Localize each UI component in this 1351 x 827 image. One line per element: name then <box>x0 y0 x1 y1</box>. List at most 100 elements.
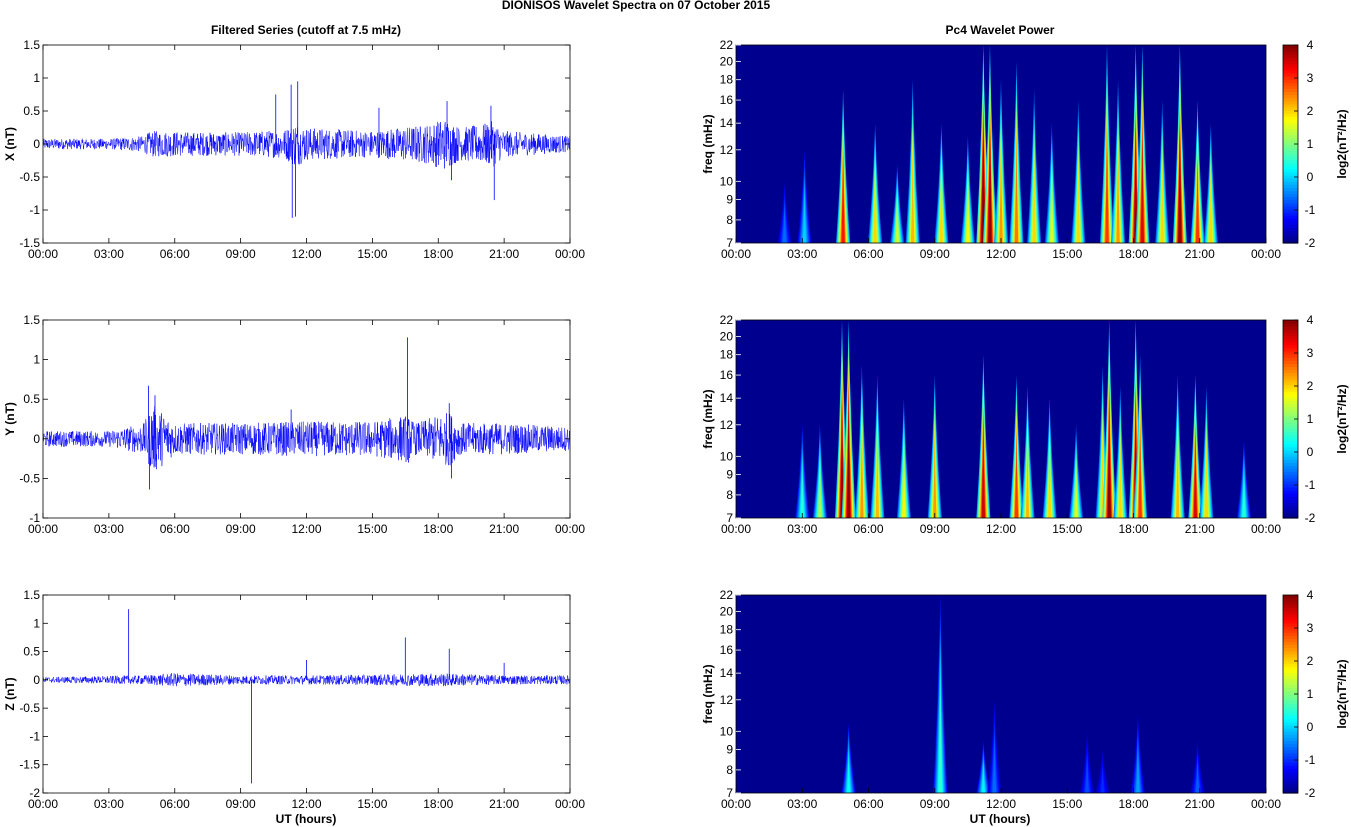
colorbar-segment <box>1283 137 1298 142</box>
x-tick-label: 03:00 <box>787 247 817 261</box>
x-tick-label: 00:00 <box>721 522 751 536</box>
power-burst <box>1138 420 1142 518</box>
colorbar-segment <box>1283 425 1298 429</box>
colorbar-segment <box>1283 768 1298 772</box>
colorbar-segment <box>1283 453 1298 457</box>
y-tick-label: 12 <box>720 143 734 157</box>
colorbar-segment <box>1283 731 1298 735</box>
colorbar-segment <box>1283 144 1298 148</box>
y-tick-label: 1.5 <box>23 588 40 602</box>
y-tick-label: 0 <box>33 673 40 687</box>
y-tick-label: 1 <box>33 616 40 630</box>
timeseries-panel-x: 00:00 03:00 06:00 09:00 12:00 15:00 18:00 21:00… <box>3 38 585 261</box>
colorbar-segment <box>1283 147 1298 151</box>
power-burst <box>1193 432 1198 518</box>
colorbar-segment <box>1283 181 1298 185</box>
colorbar-segment <box>1283 397 1298 402</box>
y-tick-label: 18 <box>720 623 734 637</box>
colorbar-tick-label: 1 <box>1307 412 1314 426</box>
colorbar-segment <box>1283 335 1298 340</box>
colorbar-segment <box>1283 388 1298 392</box>
colorbar-segment <box>1283 499 1298 504</box>
y-tick-label: 20 <box>720 329 734 343</box>
colorbar-segment <box>1283 428 1298 432</box>
colorbar-segment <box>1283 644 1298 649</box>
power-burst <box>1050 171 1054 243</box>
colorbar-segment <box>1283 434 1298 439</box>
x-tick-label: 18:00 <box>1118 247 1148 261</box>
heatmap-background <box>736 320 1266 518</box>
colorbar: 4 3 2 1 0 -1 -2 log2(nT²/Hz) <box>1282 588 1349 800</box>
colorbar-segment <box>1283 437 1298 442</box>
y-tick-label: 22 <box>720 588 734 602</box>
heatmap-background <box>736 595 1266 793</box>
colorbar-segment <box>1283 162 1298 167</box>
colorbar-segment <box>1283 604 1298 608</box>
colorbar-segment <box>1283 190 1298 195</box>
colorbar-segment <box>1283 122 1298 127</box>
colorbar-segment <box>1283 675 1298 680</box>
plot-frame <box>42 319 571 519</box>
colorbar-segment <box>1283 125 1298 130</box>
x-tick-label: 21:00 <box>1185 522 1215 536</box>
colorbar-segment <box>1283 511 1298 516</box>
x-tick-label: 00:00 <box>1251 522 1281 536</box>
colorbar-segment <box>1283 681 1298 686</box>
colorbar-tick-label: 2 <box>1307 654 1314 668</box>
x-tick-label: 15:00 <box>1052 247 1082 261</box>
x-tick-label: 12:00 <box>291 522 321 536</box>
colorbar-segment <box>1283 783 1298 788</box>
power-burst <box>1160 157 1164 243</box>
colorbar-segment <box>1283 363 1298 368</box>
y-tick-label: 1.5 <box>23 313 40 327</box>
colorbar-segment <box>1283 508 1298 513</box>
colorbar-tick-label: -2 <box>1305 236 1316 250</box>
colorbar-segment <box>1283 762 1298 766</box>
x-tick-label: 00:00 <box>555 797 585 811</box>
colorbar-segment <box>1283 493 1298 497</box>
y-tick-label: 22 <box>720 313 734 327</box>
x-tick-label: 00:00 <box>28 797 58 811</box>
colorbar-segment <box>1283 446 1298 451</box>
colorbar-segment <box>1283 103 1298 108</box>
y-tick-label: 20 <box>720 604 734 618</box>
colorbar-segment <box>1283 66 1298 71</box>
colorbar-segment <box>1283 774 1298 779</box>
colorbar-segment <box>1283 394 1298 398</box>
colorbar-segment <box>1283 400 1298 405</box>
colorbar-segment <box>1283 613 1298 618</box>
power-burst <box>1175 432 1180 518</box>
colorbar-segment <box>1283 412 1298 417</box>
power-burst <box>818 462 822 518</box>
y-tick-label: 10 <box>720 449 734 463</box>
colorbar-segment <box>1283 755 1298 760</box>
y-tick-label: 14 <box>720 116 734 130</box>
colorbar-segment <box>1283 635 1298 639</box>
colorbar-tick-label: 2 <box>1307 379 1314 393</box>
colorbar-segment <box>1283 329 1298 333</box>
y-axis-label: Z (nT) <box>3 677 17 710</box>
colorbar-segment <box>1283 743 1298 748</box>
colorbar-segment <box>1283 156 1298 161</box>
x-tick-label: 12:00 <box>986 797 1016 811</box>
colorbar-segment <box>1283 178 1298 182</box>
y-tick-label: 18 <box>720 73 734 87</box>
x-tick-label: 12:00 <box>291 797 321 811</box>
colorbar-tick-label: 0 <box>1307 445 1314 459</box>
colorbar-tick-label: 4 <box>1307 313 1314 327</box>
colorbar-segment <box>1283 786 1298 791</box>
y-tick-label: 9 <box>726 743 733 757</box>
colorbar-segment <box>1283 378 1298 383</box>
colorbar-segment <box>1283 415 1298 420</box>
colorbar-segment <box>1283 82 1298 86</box>
power-burst <box>846 399 851 518</box>
right-column-title: Pc4 Wavelet Power <box>946 23 1055 37</box>
colorbar-segment <box>1283 69 1298 74</box>
colorbar-segment <box>1283 740 1298 745</box>
x-tick-label: 09:00 <box>226 522 256 536</box>
colorbar-segment <box>1283 184 1298 188</box>
colorbar-segment <box>1283 45 1298 49</box>
power-burst <box>802 187 807 243</box>
colorbar-segment <box>1283 332 1298 337</box>
y-tick-label: -1.5 <box>19 236 40 250</box>
